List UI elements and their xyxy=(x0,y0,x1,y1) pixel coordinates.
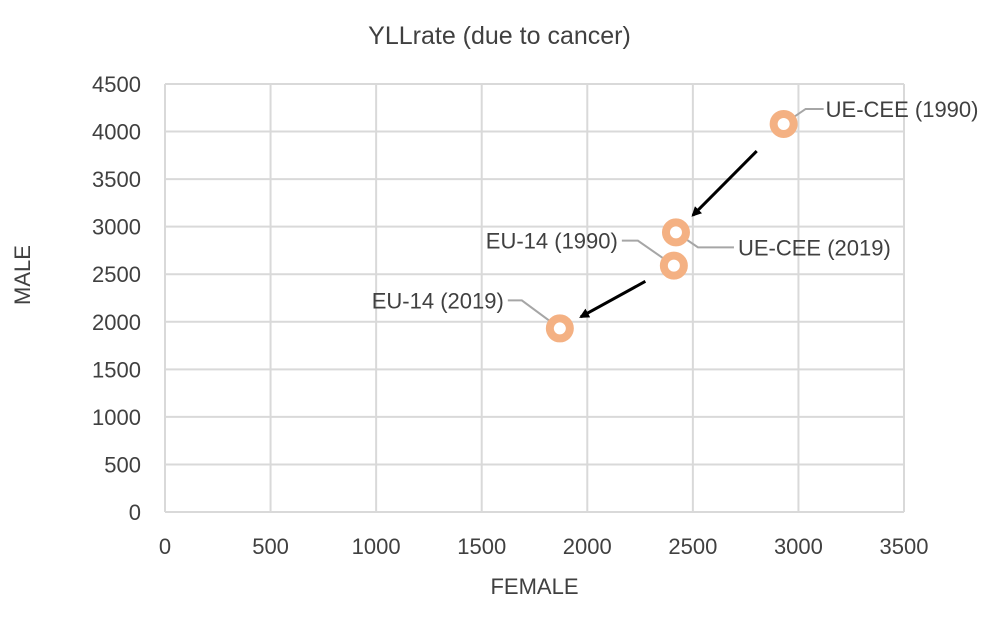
data-label: EU-14 (2019) xyxy=(372,288,504,313)
x-tick-label: 3000 xyxy=(774,534,823,559)
y-tick-label: 1000 xyxy=(92,405,141,430)
y-tick-label: 3000 xyxy=(92,215,141,240)
x-tick-label: 1000 xyxy=(352,534,401,559)
trend-arrow xyxy=(691,149,758,217)
x-tick-label: 2500 xyxy=(668,534,717,559)
data-point xyxy=(769,109,798,138)
y-tick-label: 2500 xyxy=(92,262,141,287)
data-label: UE-CEE (2019) xyxy=(738,235,891,260)
chart-title: YLLrate (due to cancer) xyxy=(368,22,631,50)
data-point xyxy=(545,314,574,343)
y-tick-label: 4500 xyxy=(92,72,141,97)
x-tick-label: 2000 xyxy=(563,534,612,559)
x-tick-label: 500 xyxy=(252,534,289,559)
y-tick-label: 2000 xyxy=(92,310,141,335)
trend-arrow xyxy=(579,280,647,319)
y-axis-label: MALE xyxy=(10,245,35,305)
data-label: UE-CEE (1990) xyxy=(826,97,979,122)
y-tick-label: 0 xyxy=(129,500,141,525)
y-tick-label: 1500 xyxy=(92,357,141,382)
data-label: EU-14 (1990) xyxy=(486,229,618,254)
y-tick-label: 4000 xyxy=(92,120,141,145)
x-tick-label: 1500 xyxy=(457,534,506,559)
x-tick-label: 0 xyxy=(159,534,171,559)
x-tick-label: 3500 xyxy=(880,534,929,559)
y-tick-label: 3500 xyxy=(92,167,141,192)
y-tick-label: 500 xyxy=(104,452,141,477)
data-point xyxy=(661,218,690,247)
x-axis-label: FEMALE xyxy=(490,574,578,599)
leader-line xyxy=(621,239,675,267)
data-point xyxy=(659,251,688,280)
leader-line xyxy=(507,299,561,330)
